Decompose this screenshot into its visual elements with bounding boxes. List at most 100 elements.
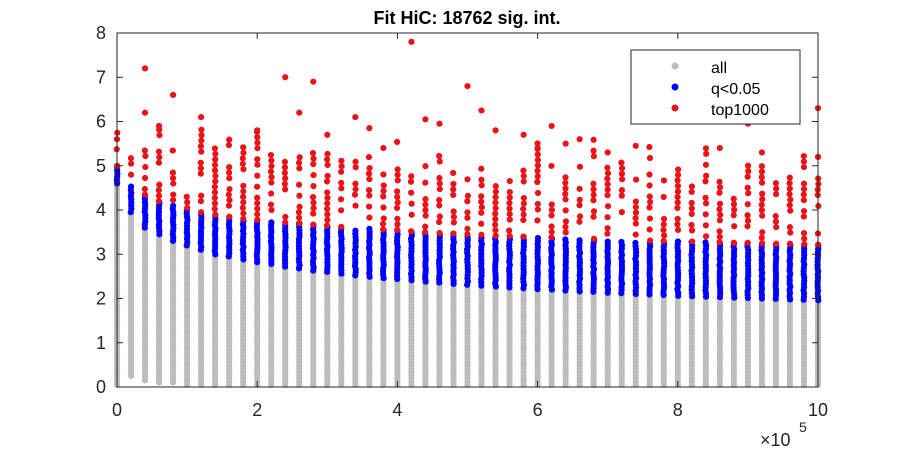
- top1000-point: [226, 213, 233, 220]
- top1000-point: [716, 217, 724, 224]
- top1000-point: [436, 218, 443, 226]
- top1000-point: [380, 215, 387, 222]
- top1000-point: [127, 171, 135, 178]
- top1000-point: [366, 203, 373, 210]
- top1000-point: [436, 196, 443, 204]
- top1000-point: [436, 213, 443, 220]
- top1000-point: [758, 234, 765, 241]
- top1000-point: [127, 155, 135, 162]
- top1000-point: [800, 152, 807, 160]
- top1000-point: [352, 202, 359, 209]
- top1000-point: [394, 171, 401, 179]
- top1000-point: [352, 158, 359, 165]
- top1000-point: [254, 161, 261, 168]
- top1000-point: [674, 199, 681, 206]
- top1000-point: [492, 188, 499, 195]
- top1000-point: [281, 164, 289, 171]
- top1000-point: [604, 203, 612, 210]
- top1000-point: [436, 158, 443, 165]
- top1000-point: [702, 233, 710, 240]
- x-tick-label: 6: [533, 400, 543, 420]
- top1000-point: [590, 153, 597, 160]
- top1000-point: [520, 216, 527, 224]
- top1000-point: [436, 174, 443, 182]
- q005-point: [268, 219, 275, 226]
- top1000-point: [646, 215, 654, 222]
- q005-point: [632, 239, 639, 246]
- top1000-point: [590, 213, 597, 220]
- top1000-point: [660, 226, 667, 234]
- top1000-point: [156, 132, 163, 139]
- top1000-point: [240, 215, 247, 222]
- top1000-point: [800, 185, 808, 193]
- top1000-point: [534, 200, 541, 208]
- top1000-point: [548, 234, 555, 241]
- top1000-point: [450, 213, 457, 221]
- top1000-point: [688, 188, 695, 196]
- top1000-point: [478, 231, 485, 238]
- top1000-point: [211, 200, 219, 207]
- top1000-point: [198, 132, 205, 139]
- top1000-point: [254, 172, 261, 179]
- legend-label: all: [711, 60, 727, 77]
- top1000-point: [674, 193, 681, 201]
- top1000-point: [773, 185, 780, 192]
- top1000-point: [226, 186, 233, 193]
- top1000-point: [787, 196, 794, 203]
- top1000-point: [492, 199, 499, 206]
- top1000-point: [506, 205, 513, 212]
- top1000-point: [323, 222, 331, 229]
- top1000-point: [169, 174, 177, 182]
- top1000-point: [450, 169, 457, 177]
- top1000-point: [268, 157, 275, 164]
- top1000-point: [520, 172, 527, 180]
- top1000-point: [170, 191, 177, 198]
- top1000-point: [702, 222, 709, 229]
- top1000-point: [296, 192, 303, 199]
- top1000-point: [422, 207, 429, 214]
- legend-label: q<0.05: [711, 81, 760, 98]
- top1000-point: [338, 185, 345, 192]
- top1000-point: [576, 185, 583, 192]
- top1000-point: [619, 176, 626, 183]
- top1000-point: [773, 240, 780, 247]
- q005-point: [352, 227, 359, 234]
- top1000-point: [281, 158, 288, 165]
- top1000-point: [295, 181, 303, 188]
- series-all-points: [113, 183, 822, 388]
- top1000-point: [730, 212, 737, 219]
- top1000-point-outlier: [296, 109, 303, 116]
- top1000-point: [716, 178, 723, 185]
- top1000-point: [590, 197, 597, 204]
- top1000-point: [226, 197, 233, 204]
- top1000-point: [170, 180, 177, 187]
- top1000-point: [450, 208, 457, 215]
- top1000-point: [422, 201, 429, 208]
- top1000-point: [295, 214, 303, 221]
- top1000-point: [450, 191, 457, 199]
- top1000-point: [366, 164, 373, 172]
- top1000-point: [675, 166, 682, 173]
- top1000-point: [407, 178, 415, 185]
- top1000-point: [324, 150, 331, 158]
- top1000-point: [464, 176, 471, 183]
- top1000-point: [716, 228, 723, 235]
- legend-label: top1000: [711, 102, 769, 119]
- top1000-point: [141, 185, 148, 193]
- top1000-point: [758, 163, 766, 170]
- top1000-point: [632, 209, 640, 216]
- top1000-point-outlier: [478, 107, 485, 114]
- top1000-point: [744, 212, 751, 219]
- top1000-point: [211, 189, 219, 196]
- y-tick-label: 7: [96, 67, 106, 87]
- top1000-point: [506, 216, 513, 223]
- top1000-point: [450, 219, 457, 226]
- q005-point: [127, 183, 135, 190]
- top1000-point: [450, 186, 457, 193]
- top1000-point: [169, 147, 176, 154]
- top1000-point: [646, 226, 653, 233]
- top1000-point: [254, 139, 261, 146]
- top1000-point: [324, 189, 331, 196]
- top1000-point: [225, 202, 233, 209]
